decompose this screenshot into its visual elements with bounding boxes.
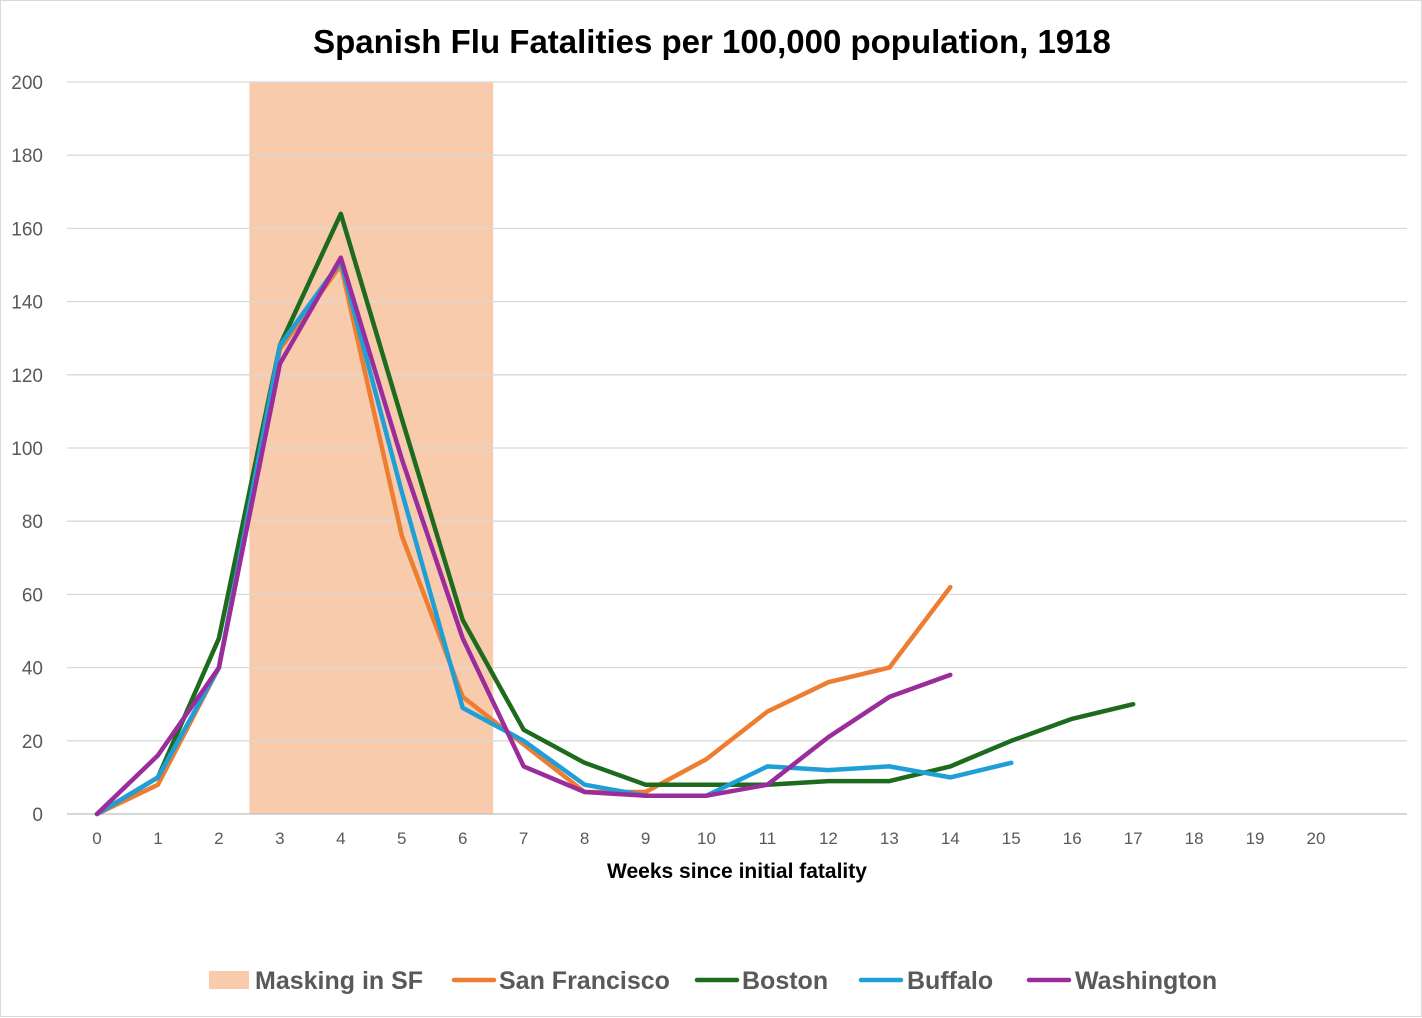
x-tick-label-19: 19: [1246, 829, 1265, 848]
legend-label-washington: Washington: [1075, 967, 1217, 995]
x-axis-title: Weeks since initial fatality: [607, 860, 867, 883]
series-line-washington: [94, 255, 953, 817]
y-tick-label-200: 200: [11, 73, 43, 94]
legend-label-buffalo: Buffalo: [907, 967, 993, 995]
x-tick-label-8: 8: [580, 829, 589, 848]
y-tick-label-60: 60: [22, 585, 43, 606]
x-tick-label-14: 14: [941, 829, 960, 848]
y-tick-label-0: 0: [32, 805, 43, 826]
x-tick-label-0: 0: [92, 829, 101, 848]
x-tick-label-10: 10: [697, 829, 716, 848]
y-tick-label-40: 40: [22, 659, 43, 680]
legend: Masking in SF San Francisco Boston Buffalo W…: [209, 967, 1217, 995]
x-tick-label-15: 15: [1002, 829, 1021, 848]
x-tick-label-5: 5: [397, 829, 406, 848]
y-tick-label-20: 20: [22, 732, 43, 753]
x-tick-label-13: 13: [880, 829, 899, 848]
series-line-buffalo: [94, 259, 1014, 817]
series-lines: [94, 211, 1136, 817]
x-tick-label-6: 6: [458, 829, 467, 848]
y-tick-label-120: 120: [11, 366, 43, 387]
y-axis-ticks: 0 20 40 60 80 100 120 140 160 180 200: [11, 73, 43, 826]
x-tick-label-3: 3: [275, 829, 284, 848]
x-tick-label-7: 7: [519, 829, 528, 848]
gridlines: [67, 81, 1407, 815]
y-tick-label-100: 100: [11, 439, 43, 460]
x-tick-label-1: 1: [153, 829, 162, 848]
x-tick-label-11: 11: [759, 829, 777, 848]
y-tick-label-180: 180: [11, 146, 43, 167]
x-tick-label-4: 4: [336, 829, 345, 848]
y-tick-label-80: 80: [22, 512, 43, 533]
y-tick-label-140: 140: [11, 293, 43, 314]
legend-swatch-masking-in-sf: [209, 971, 249, 989]
legend-label-boston: Boston: [742, 967, 828, 995]
x-tick-label-18: 18: [1185, 829, 1204, 848]
x-tick-label-12: 12: [819, 829, 838, 848]
legend-label-san-francisco: San Francisco: [499, 967, 670, 995]
x-tick-label-20: 20: [1307, 829, 1326, 848]
y-tick-label-160: 160: [11, 219, 43, 240]
legend-label-masking-in-sf: Masking in SF: [255, 967, 423, 995]
x-tick-label-9: 9: [641, 829, 650, 848]
x-tick-label-16: 16: [1063, 829, 1082, 848]
x-tick-label-2: 2: [214, 829, 223, 848]
x-axis-ticks: 0 1 2 3 4 5 6 7 8 9 10 11 12 13 14 15 16 17 18 19 20: [92, 829, 1325, 848]
x-tick-label-17: 17: [1124, 829, 1143, 848]
chart-title: Spanish Flu Fatalities per 100,000 popul…: [313, 23, 1111, 60]
